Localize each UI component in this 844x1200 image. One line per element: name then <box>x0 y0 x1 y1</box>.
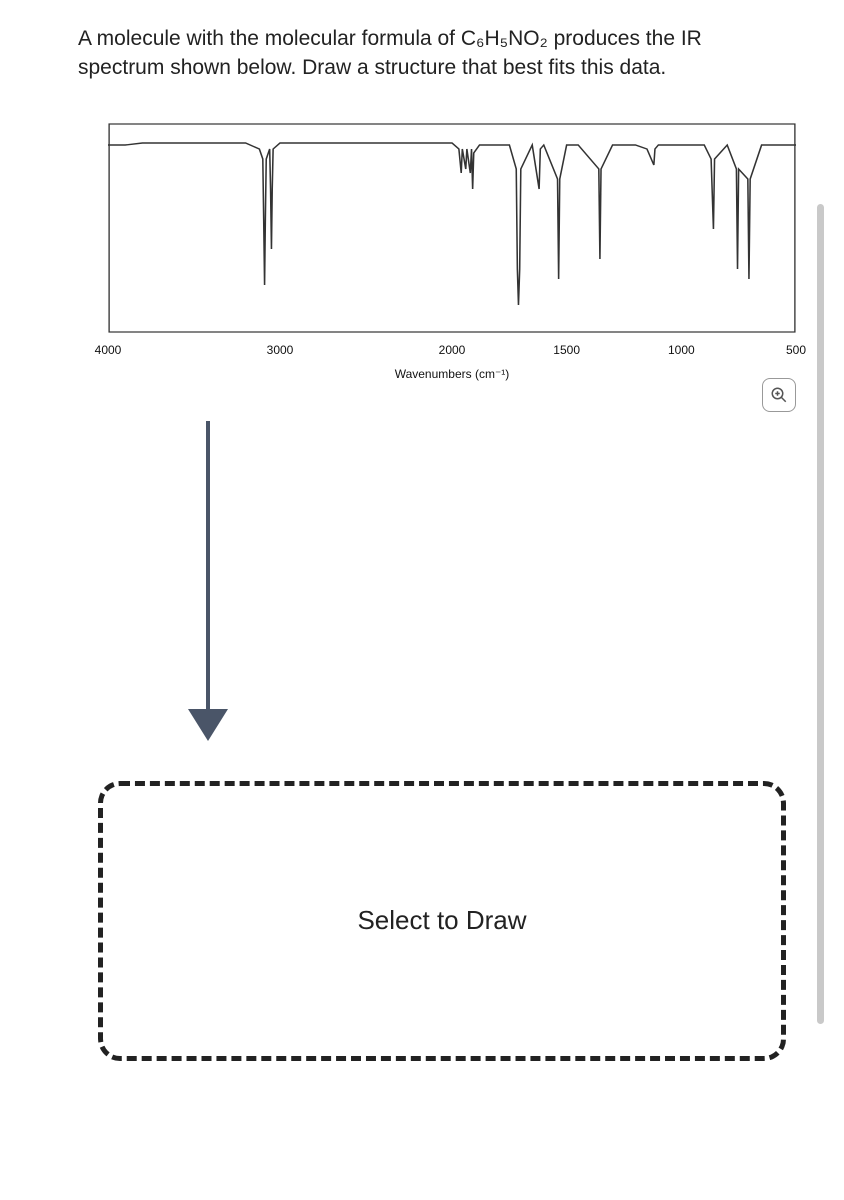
arrow-head-icon <box>188 709 228 741</box>
down-arrow <box>188 421 228 751</box>
x-axis-ticks: 40003000200015001000500 <box>108 343 796 361</box>
x-axis-label: Wavenumbers (cm⁻¹) <box>108 367 796 381</box>
draw-placeholder-text: Select to Draw <box>357 905 526 936</box>
x-tick: 500 <box>786 343 806 357</box>
magnify-plus-icon <box>770 386 788 404</box>
ir-spectrum-plot <box>108 123 796 333</box>
spectrum-container: 40003000200015001000500 Wavenumbers (cm⁻… <box>108 123 796 381</box>
x-tick: 2000 <box>439 343 466 357</box>
x-tick: 1500 <box>553 343 580 357</box>
x-tick: 4000 <box>95 343 122 357</box>
arrow-shaft <box>206 421 210 711</box>
zoom-button[interactable] <box>762 378 796 412</box>
x-tick: 1000 <box>668 343 695 357</box>
question-text: A molecule with the molecular formula of… <box>78 24 776 83</box>
x-tick: 3000 <box>267 343 294 357</box>
vertical-scrollbar[interactable] <box>817 204 824 1024</box>
draw-structure-area[interactable]: Select to Draw <box>98 781 786 1061</box>
